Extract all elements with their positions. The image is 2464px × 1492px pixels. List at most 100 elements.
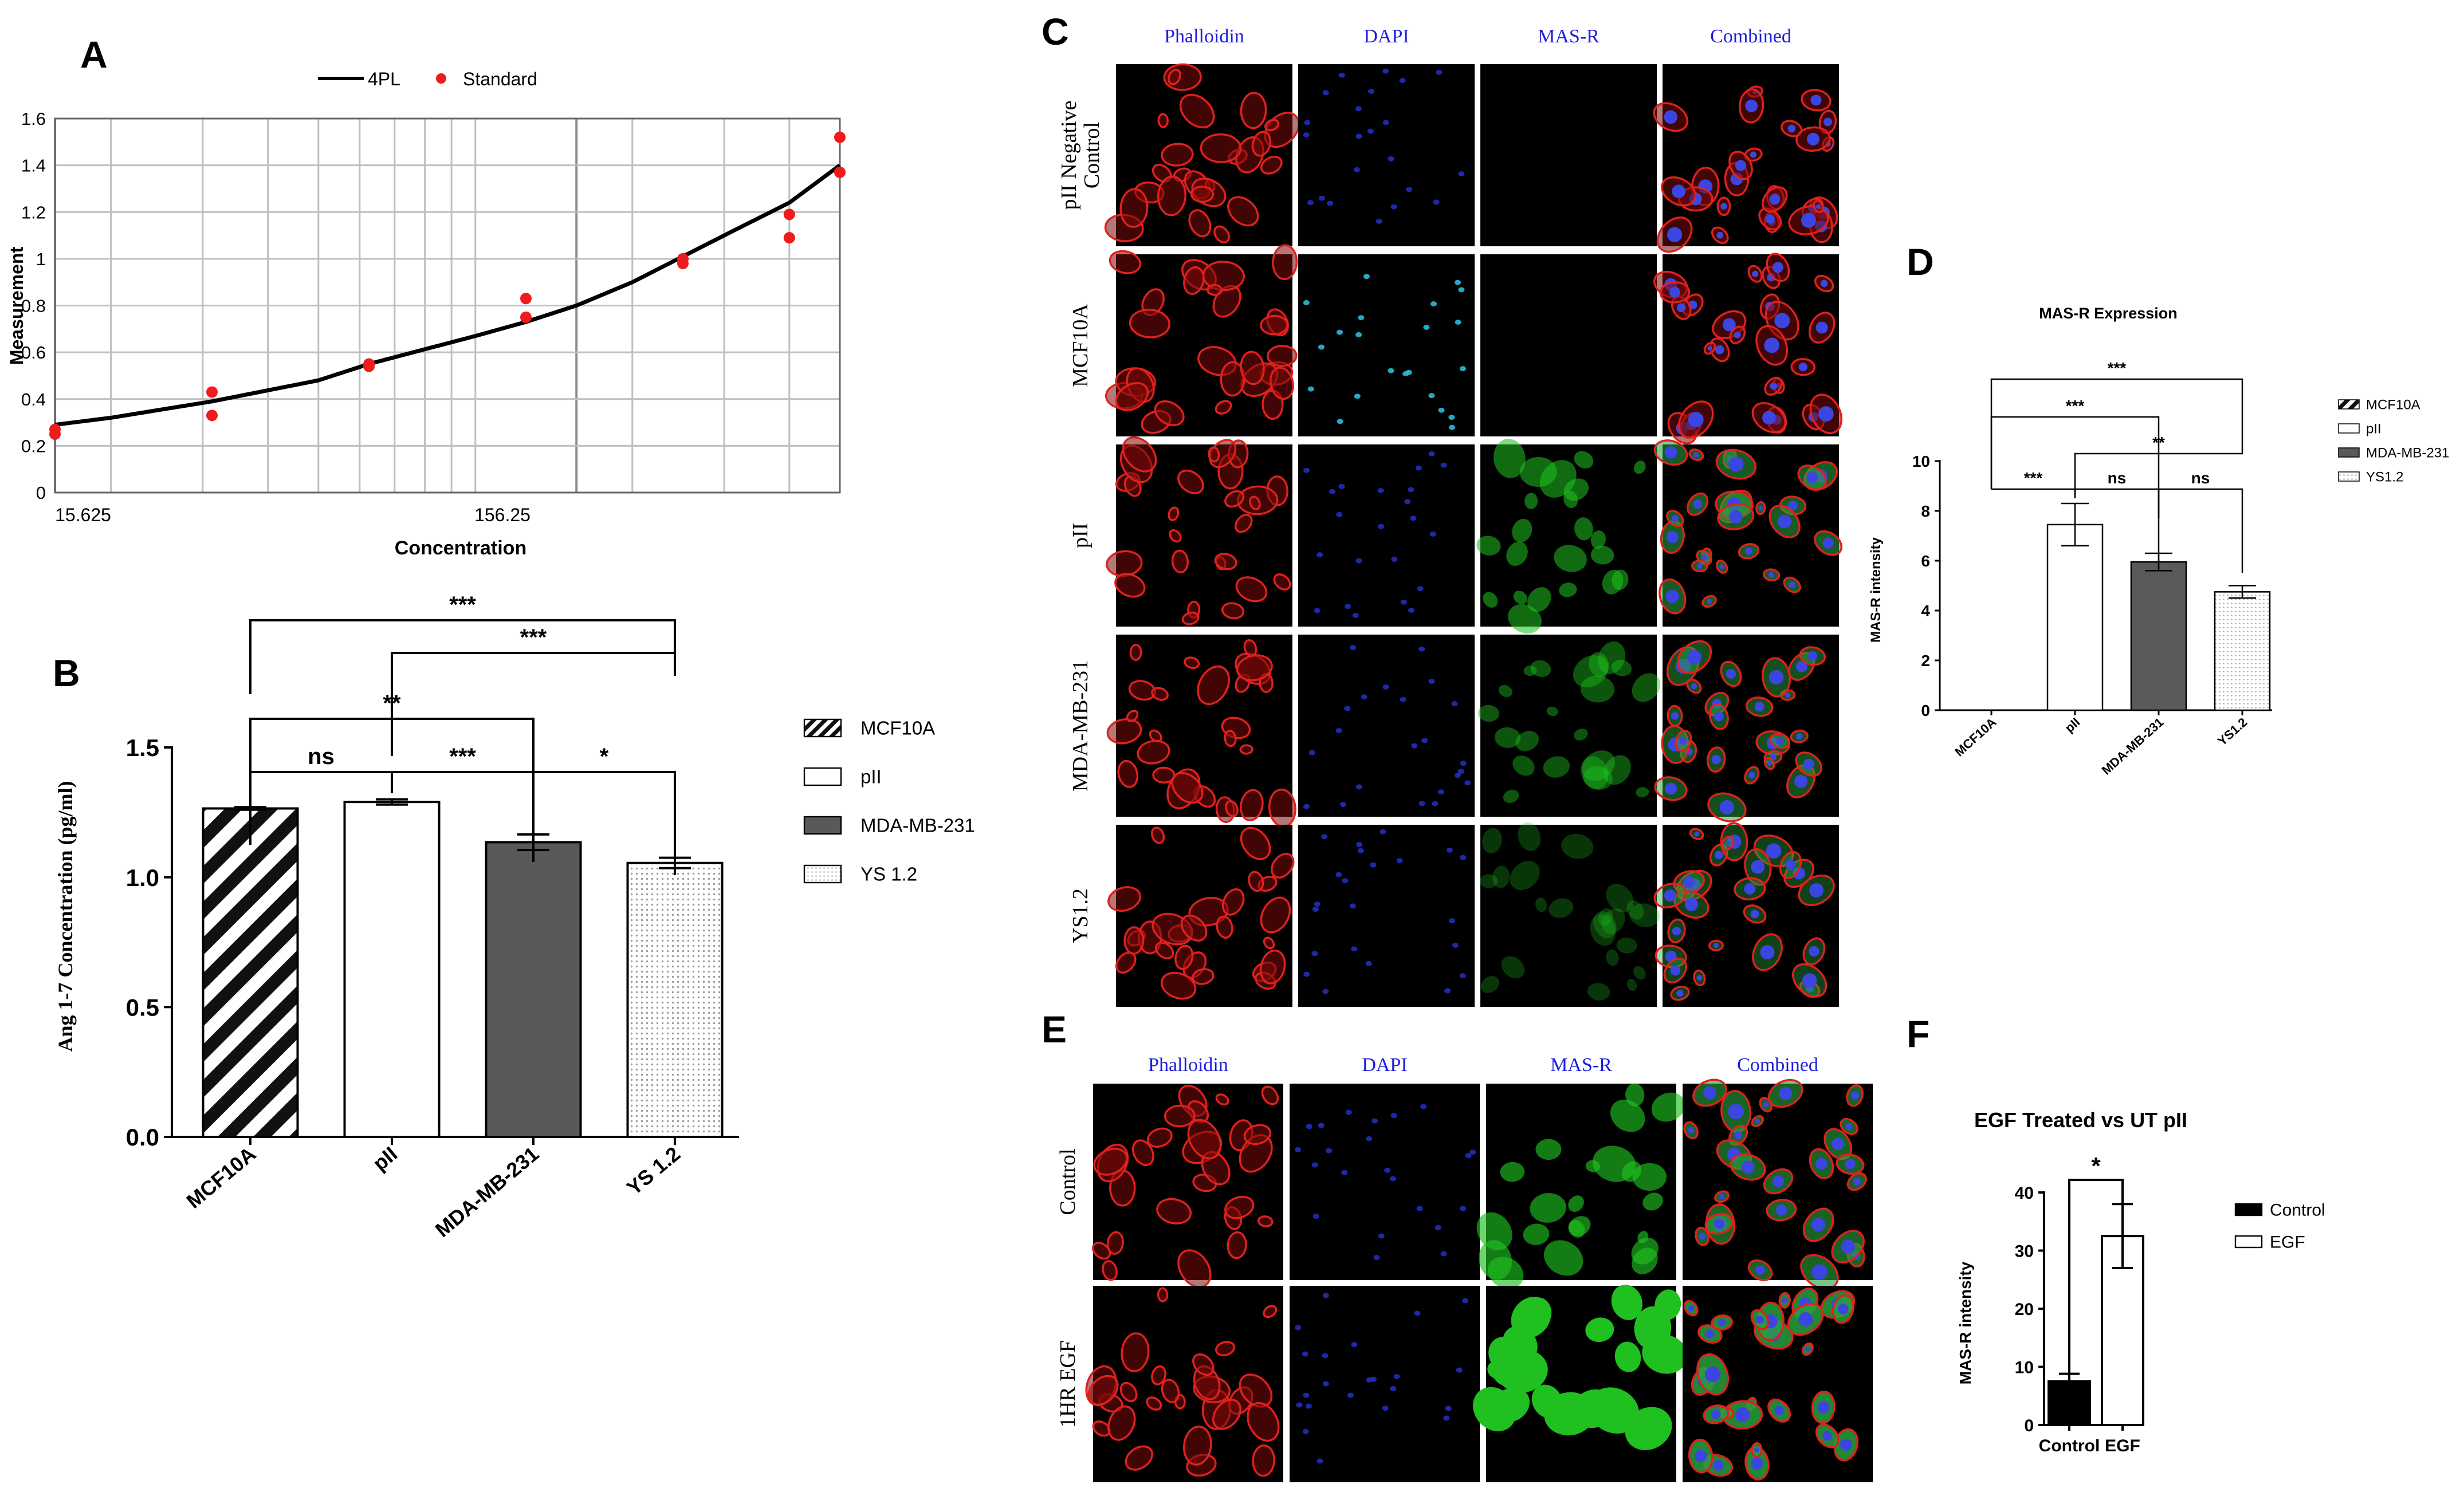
nucleus-dot <box>1435 1225 1441 1230</box>
nucleus-dot <box>1338 72 1345 78</box>
nucleus <box>1734 1131 1743 1140</box>
nucleus <box>1665 589 1679 603</box>
nucleus <box>1853 1178 1861 1186</box>
nucleus-dot <box>1371 1118 1378 1124</box>
nucleus <box>1756 1316 1764 1324</box>
nucleus <box>1711 1410 1721 1419</box>
cell-outline <box>1269 367 1294 400</box>
nucleus <box>1703 1086 1716 1100</box>
d-legend-swatch <box>2338 471 2360 482</box>
nucleus <box>1822 1431 1833 1441</box>
cell-outline <box>1240 826 1271 860</box>
c-row-label: pII <box>1068 523 1093 548</box>
mas-r-signal <box>1494 439 1526 478</box>
f-legend-label: Control <box>2270 1201 2325 1220</box>
c-image-combined <box>1654 635 1839 822</box>
image-background <box>1290 1286 1480 1482</box>
d-y-tick-label: 8 <box>1921 502 1930 520</box>
mas-r-signal <box>1525 1297 1552 1329</box>
nucleus-dot <box>1312 1214 1319 1219</box>
d-significance-label: *** <box>2066 397 2085 415</box>
mas-r-signal <box>1585 1317 1614 1343</box>
f-y-tick-label: 0 <box>2024 1416 2034 1435</box>
nucleus <box>1719 1194 1725 1199</box>
cell-outline <box>1146 1127 1173 1148</box>
nucleus-dot <box>1363 274 1370 279</box>
nucleus <box>1765 214 1775 224</box>
nucleus-dot <box>1368 88 1375 94</box>
nucleus <box>1728 510 1743 523</box>
cell-outline <box>1106 1231 1124 1255</box>
mas-r-signal <box>1602 569 1624 595</box>
c-image-dapi <box>1298 825 1475 1007</box>
panel-a-y-ticks: 0 0.2 0.4 0.6 0.8 1 1.2 1.4 1.6 <box>21 109 46 503</box>
cell-outline <box>1169 529 1182 543</box>
mas-r-signal <box>1651 1092 1685 1122</box>
panel-d-y-label: MAS-R intensity <box>1868 537 1884 643</box>
nucleus-dot <box>1415 465 1422 471</box>
nucleus-dot <box>1448 424 1455 430</box>
cell-outline <box>1150 826 1165 844</box>
nucleus-dot <box>1351 1342 1358 1348</box>
cell-outline <box>1156 1198 1192 1225</box>
cell-outline <box>1180 914 1208 942</box>
cell-outline <box>1129 308 1170 338</box>
row-label-line: Control <box>1056 1148 1080 1215</box>
nucleus-dot <box>1308 750 1315 755</box>
d-significance-bracket: ns <box>2158 469 2243 573</box>
nucleus <box>1707 599 1712 604</box>
nucleus-dot <box>1322 1353 1329 1359</box>
cell-outline <box>1260 155 1283 175</box>
mas-r-signal <box>1602 908 1625 934</box>
panel-b-bars <box>202 798 724 1138</box>
nucleus-dot <box>1402 371 1409 377</box>
panel-a-y-label: Measurement <box>6 247 27 365</box>
mas-r-signal <box>1477 704 1500 722</box>
nucleus <box>1767 761 1772 766</box>
nucleus <box>1794 774 1808 788</box>
b-bar <box>626 861 724 1138</box>
e-column-title: DAPI <box>1362 1054 1407 1076</box>
nucleus <box>1664 446 1677 459</box>
panel-a-grid <box>54 117 840 494</box>
d-x-label: MDA-MB-231 <box>2099 715 2167 777</box>
cell-outline <box>1119 188 1149 228</box>
panel-a-y-tick-label: 0 <box>36 483 46 503</box>
d-error-bar <box>2229 585 2256 599</box>
c-row-label: YS1.2 <box>1068 888 1093 943</box>
nucleus <box>1722 318 1736 332</box>
cell-outline <box>1239 744 1253 755</box>
nucleus-dot <box>1327 200 1334 206</box>
d-bar <box>2214 591 2271 711</box>
panel-f-legend: Control EGF <box>2234 1201 2325 1252</box>
d-legend-swatch <box>2338 399 2360 410</box>
nucleus-dot <box>1355 558 1362 564</box>
cell-outline <box>1123 926 1145 955</box>
nucleus <box>1696 563 1703 569</box>
cell-outline <box>1160 971 1197 1000</box>
nucleus <box>1720 203 1727 210</box>
c-image-dapi <box>1298 635 1475 817</box>
f-bracket-line <box>2068 1179 2124 1373</box>
cell-outline <box>1164 1104 1196 1128</box>
nucleus <box>1735 1407 1750 1423</box>
nucleus <box>1705 1329 1715 1339</box>
nucleus-dot <box>1304 120 1311 125</box>
f-x-label: EGF <box>2105 1436 2140 1455</box>
mas-r-signal <box>1587 983 1610 1001</box>
mas-r-signal <box>1581 756 1609 789</box>
nucleus-dot <box>1378 523 1385 529</box>
cell-outline <box>1183 1426 1212 1466</box>
cell-outline <box>1157 113 1169 128</box>
mas-r-signal <box>1500 1162 1525 1182</box>
nucleus-dot <box>1303 971 1310 977</box>
cell-outline <box>1137 739 1170 765</box>
nucleus-dot <box>1355 332 1362 337</box>
nucleus <box>1688 1305 1694 1312</box>
nucleus <box>1750 910 1759 919</box>
cell-outline <box>1115 951 1137 974</box>
cell-outline <box>1259 949 1286 985</box>
b-significance-label: * <box>600 744 609 769</box>
nucleus-dot <box>1421 738 1428 743</box>
cell-outline <box>1093 1147 1128 1176</box>
